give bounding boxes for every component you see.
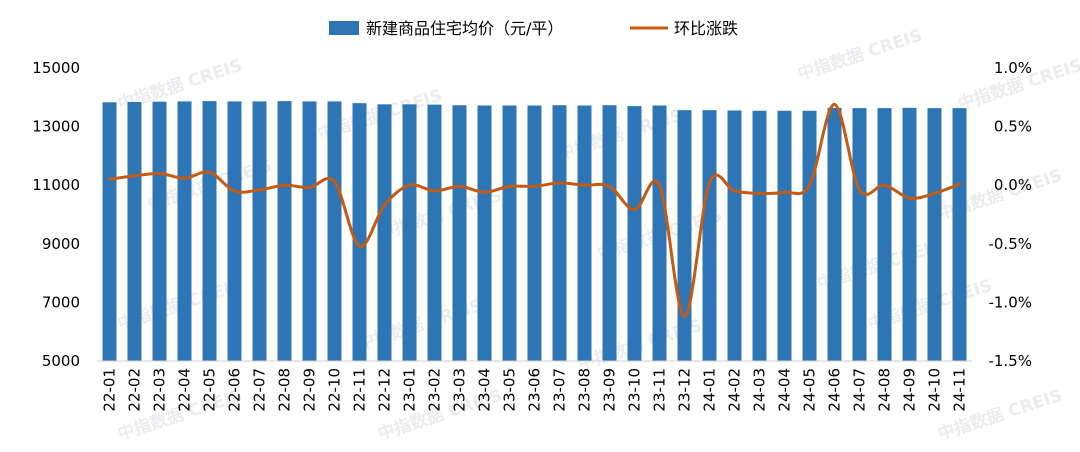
- x-tick-label: 24-01: [701, 368, 719, 412]
- bar-23-12: [677, 110, 692, 361]
- bar-23-06: [527, 105, 542, 361]
- bar-22-01: [102, 102, 117, 361]
- x-tick-label: 23-05: [501, 368, 519, 412]
- bar-23-05: [502, 105, 517, 361]
- x-tick-label: 23-04: [476, 368, 494, 412]
- legend-bar-swatch: [329, 21, 359, 35]
- right-y-tick-label: -1.5%: [988, 352, 1032, 370]
- x-tick-label: 24-06: [826, 368, 844, 412]
- x-tick-label: 23-03: [451, 368, 469, 412]
- x-tick-label: 24-09: [901, 368, 919, 412]
- x-tick-label: 22-08: [276, 368, 294, 412]
- line-series: [108, 102, 961, 318]
- left-y-tick-label: 15000: [32, 59, 80, 77]
- bar-23-07: [552, 105, 567, 362]
- x-tick-label: 23-02: [426, 368, 444, 412]
- x-tick-label: 22-02: [126, 368, 144, 412]
- bar-22-05: [202, 101, 217, 362]
- x-tick-label: 22-04: [176, 368, 194, 412]
- x-tick-label: 23-10: [626, 368, 644, 412]
- bar-22-03: [152, 101, 167, 361]
- bar-23-04: [477, 105, 492, 361]
- bar-24-11: [952, 108, 967, 361]
- mom-change-line: [108, 102, 961, 318]
- x-tick-label: 23-09: [601, 368, 619, 412]
- bar-series: [102, 101, 967, 362]
- x-tick-label: 24-04: [776, 368, 794, 412]
- left-y-tick-label: 13000: [32, 118, 80, 136]
- bar-22-06: [227, 101, 242, 362]
- left-y-tick-label: 5000: [42, 352, 80, 370]
- x-tick-label: 22-09: [301, 368, 319, 412]
- bar-24-10: [927, 108, 942, 361]
- bar-24-02: [727, 110, 742, 362]
- bar-23-08: [577, 105, 592, 361]
- left-y-tick-label: 9000: [42, 235, 80, 253]
- right-y-tick-label: -1.0%: [988, 293, 1032, 311]
- right-y-axis-ticks: -1.5% -1.0% -0.5% 0.0% 0.5% 1.0%: [988, 59, 1032, 370]
- bar-22-09: [302, 101, 317, 362]
- bar-22-10: [327, 101, 342, 362]
- bar-23-03: [452, 105, 467, 362]
- bar-24-07: [852, 108, 867, 361]
- bar-22-11: [352, 103, 367, 361]
- left-y-axis-ticks: 5000 7000 9000 11000 13000 15000: [32, 59, 80, 370]
- bar-22-04: [177, 101, 192, 362]
- x-tick-label: 23-01: [401, 368, 419, 412]
- legend: 新建商品住宅均价（元/平） 环比涨跌: [329, 19, 738, 38]
- bar-24-09: [902, 107, 917, 361]
- right-y-tick-label: 1.0%: [994, 59, 1032, 77]
- bar-23-10: [627, 106, 642, 361]
- bar-24-03: [752, 110, 767, 361]
- bar-23-01: [402, 104, 417, 361]
- left-y-tick-label: 7000: [42, 293, 80, 311]
- x-tick-label: 22-01: [101, 368, 119, 412]
- legend-bar-label: 新建商品住宅均价（元/平）: [366, 19, 563, 38]
- x-tick-label: 23-11: [651, 368, 669, 412]
- x-tick-label: 23-06: [526, 368, 544, 412]
- bar-23-02: [427, 104, 442, 362]
- bar-24-04: [777, 110, 792, 361]
- bar-22-02: [127, 101, 142, 362]
- bar-23-09: [602, 105, 617, 362]
- x-tick-label: 24-07: [851, 368, 869, 412]
- legend-line-label: 环比涨跌: [674, 19, 738, 38]
- x-tick-label: 24-08: [876, 368, 894, 412]
- x-tick-label: 22-12: [376, 368, 394, 412]
- x-tick-label: 24-11: [951, 368, 969, 412]
- x-tick-label: 22-06: [226, 368, 244, 412]
- bar-22-12: [377, 104, 392, 361]
- x-tick-label: 24-10: [926, 368, 944, 412]
- bar-24-08: [877, 108, 892, 361]
- x-tick-label: 24-02: [726, 368, 744, 412]
- right-y-tick-label: -0.5%: [988, 235, 1032, 253]
- bar-22-07: [252, 101, 267, 362]
- x-tick-label: 22-07: [251, 368, 269, 412]
- bar-23-11: [652, 105, 667, 361]
- x-axis-ticks: 22-01 22-02 22-03 22-04 22-05 22-06 22-07 22-08…: [101, 368, 969, 412]
- bar-24-05: [802, 110, 817, 361]
- bar-24-06: [827, 107, 842, 361]
- x-tick-label: 22-11: [351, 368, 369, 412]
- x-tick-label: 23-07: [551, 368, 569, 412]
- right-y-tick-label: 0.0%: [994, 176, 1032, 194]
- x-tick-label: 22-03: [151, 368, 169, 412]
- x-tick-label: 22-10: [326, 368, 344, 412]
- x-tick-label: 23-08: [576, 368, 594, 412]
- x-tick-label: 22-05: [201, 368, 219, 412]
- x-tick-label: 24-05: [801, 368, 819, 412]
- right-y-tick-label: 0.5%: [994, 118, 1032, 136]
- bar-24-01: [702, 110, 717, 361]
- x-tick-label: 24-03: [751, 368, 769, 412]
- x-tick-label: 23-12: [676, 368, 694, 412]
- watermark-text: 中指数据 CREIS: [795, 25, 925, 85]
- left-y-tick-label: 11000: [32, 176, 80, 194]
- bar-22-08: [277, 101, 292, 362]
